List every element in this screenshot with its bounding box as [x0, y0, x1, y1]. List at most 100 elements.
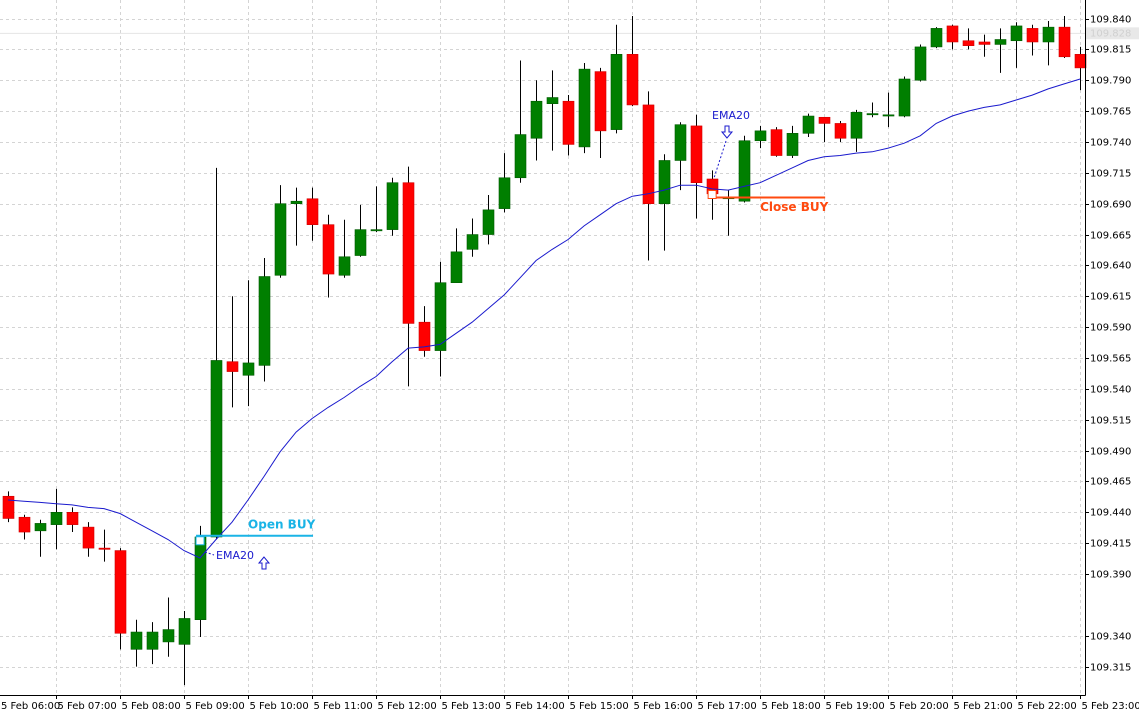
trade-label: Open BUY [248, 517, 316, 531]
candle-body [34, 523, 47, 532]
y-tick-label: 109.790 [1090, 76, 1131, 87]
candle-body [498, 177, 511, 209]
candle-body [290, 200, 303, 204]
y-tick-label: 109.590 [1090, 323, 1131, 334]
x-tick-label: 5 Feb 06:00 [1, 701, 60, 712]
y-tick-label: 109.440 [1090, 508, 1131, 519]
candle-body [50, 512, 63, 525]
candle-body [786, 133, 799, 156]
x-tick-label: 5 Feb 14:00 [506, 701, 565, 712]
candle-body [82, 526, 95, 549]
candle-body [258, 276, 271, 366]
candle-body [274, 203, 287, 276]
candle-body [946, 25, 959, 43]
candle-body [338, 256, 351, 276]
candle-body [1010, 25, 1023, 42]
x-tick-label: 5 Feb 10:00 [250, 701, 309, 712]
x-tick-label: 5 Feb 11:00 [314, 701, 373, 712]
candle-body [770, 129, 783, 156]
candle-body [370, 229, 383, 232]
last-price-label: 109.828 [1090, 28, 1131, 39]
candle-body [418, 321, 431, 351]
x-tick-label: 5 Feb 19:00 [826, 701, 885, 712]
x-tick-label: 5 Feb 07:00 [58, 701, 117, 712]
candle-body [386, 182, 399, 230]
candle-body [802, 115, 815, 134]
candle-body [210, 360, 223, 538]
x-tick-label: 5 Feb 17:00 [698, 701, 757, 712]
candle-body [690, 125, 703, 183]
y-tick-label: 109.415 [1090, 539, 1131, 550]
candle-body [994, 39, 1007, 45]
y-tick-label: 109.765 [1090, 107, 1131, 118]
trade-marker [195, 536, 205, 546]
y-tick-label: 109.640 [1090, 261, 1131, 272]
candle-body [610, 54, 623, 130]
candle-body [866, 113, 879, 116]
candle-body [834, 123, 847, 139]
ema-annotation: EMA20 [216, 549, 254, 562]
x-tick-label: 5 Feb 09:00 [186, 701, 245, 712]
candle-body [2, 495, 15, 519]
candle-body [978, 41, 991, 45]
candle-body [146, 631, 159, 650]
candle-body [818, 116, 831, 124]
x-tick-label: 5 Feb 20:00 [890, 701, 949, 712]
y-tick-label: 109.690 [1090, 200, 1131, 211]
y-tick-label: 109.615 [1090, 292, 1131, 303]
candle-body [114, 550, 127, 634]
candle-body [578, 68, 591, 148]
candle-body [514, 134, 527, 179]
plot-area: Open BUY Close BUY [0, 0, 1087, 695]
candle-body [178, 618, 191, 645]
candle-body [914, 46, 927, 81]
candle-body [530, 100, 543, 139]
x-tick-label: 5 Feb 08:00 [122, 701, 181, 712]
candle-body [658, 160, 671, 204]
y-tick-label: 109.740 [1090, 138, 1131, 149]
candle-body [98, 547, 111, 550]
y-tick-label: 109.515 [1090, 416, 1131, 427]
y-tick-label: 109.540 [1090, 385, 1131, 396]
candle-body [450, 251, 463, 283]
candle-body [1042, 26, 1055, 43]
candle-body [594, 71, 607, 132]
candle-body [898, 78, 911, 117]
candle-body [1026, 28, 1039, 43]
y-tick-label: 109.715 [1090, 169, 1131, 180]
candle-body [1058, 26, 1071, 58]
up-arrow [257, 556, 271, 570]
candle-body [18, 516, 31, 533]
candle-body [354, 229, 367, 256]
y-tick-label: 109.490 [1090, 447, 1131, 458]
down-arrow [720, 125, 734, 139]
candle-body [130, 631, 143, 650]
candle-body [434, 282, 447, 351]
candle-body [642, 104, 655, 204]
x-tick-label: 5 Feb 22:00 [1018, 701, 1077, 712]
y-tick-label: 109.565 [1090, 354, 1131, 365]
candle-body [930, 28, 943, 48]
candle-body [754, 130, 767, 142]
candle-body [194, 536, 207, 620]
candle-body [850, 112, 863, 139]
candle-body [882, 114, 895, 117]
y-tick-label: 109.815 [1090, 45, 1131, 56]
candle-body [562, 100, 575, 145]
candle-body [962, 40, 975, 46]
y-tick-label: 109.340 [1090, 632, 1131, 643]
y-tick-label: 109.465 [1090, 477, 1131, 488]
last-price-box [1086, 27, 1139, 40]
x-tick-label: 5 Feb 16:00 [634, 701, 693, 712]
candle-body [402, 182, 415, 324]
x-tick-label: 5 Feb 23:00 [1082, 701, 1139, 712]
y-tick-label: 109.315 [1090, 663, 1131, 674]
ema-pointer [713, 140, 727, 179]
x-tick-label: 5 Feb 15:00 [570, 701, 629, 712]
candle-body [482, 209, 495, 235]
ema-annotation: EMA20 [712, 109, 750, 122]
candle-body [466, 234, 479, 250]
candle-body [66, 512, 79, 525]
x-tick-label: 5 Feb 21:00 [954, 701, 1013, 712]
candle-body [546, 97, 559, 104]
